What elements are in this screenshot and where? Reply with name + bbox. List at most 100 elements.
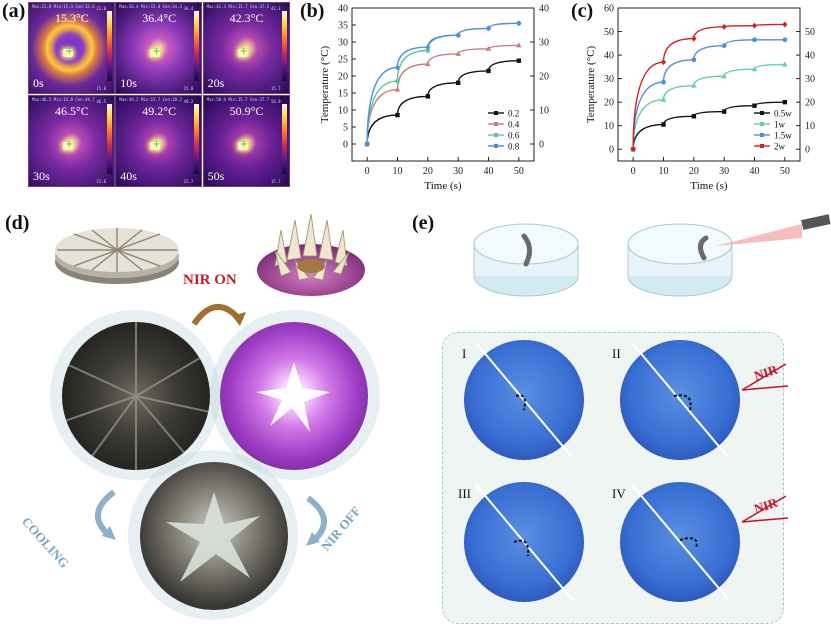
- x-tick-label: 40: [750, 166, 760, 177]
- scale-max-label: 42.3: [270, 6, 281, 11]
- scale-max-label: 49.2: [183, 99, 194, 104]
- data-point: [485, 45, 492, 51]
- hotspot: [237, 142, 248, 150]
- scale-min-label: 15.7: [270, 178, 281, 184]
- thermal-tile: + Max:36.4 Min:15.0 Cen:34.3 36.4 15.0 36.4°…: [115, 2, 203, 94]
- thermal-readout: Max:21.0 Min:15.3 Cen:15.6: [32, 4, 95, 9]
- max-temperature-label: 49.2°C: [142, 104, 177, 118]
- y-right-tick-label: 40: [805, 51, 815, 62]
- crosshair-icon: +: [239, 46, 248, 57]
- cooling-text: COOLING: [18, 514, 73, 571]
- data-point: [394, 86, 401, 92]
- hotspot: [150, 142, 161, 150]
- y-tick-label: 30: [604, 74, 614, 85]
- thermal-tile: + Max:50.9 Min:15.7 Cen:37.7 50.9 15.7 50.9°…: [202, 95, 290, 187]
- color-scale-bar: [107, 104, 112, 174]
- nir-on-arrow: [191, 303, 246, 326]
- data-point: [516, 58, 522, 63]
- legend-label: 1.5w: [774, 131, 792, 141]
- data-point: [455, 32, 461, 39]
- y-tick-label: 20: [604, 98, 614, 109]
- y-tick-label: 60: [604, 4, 614, 15]
- panel-d-label: (d): [5, 212, 30, 234]
- data-point: [425, 94, 431, 99]
- y-tick-label: 10: [338, 106, 348, 117]
- y-right-tick-label: 30: [805, 74, 815, 85]
- dish-photo-3: [464, 482, 584, 602]
- thermal-tile: + Max:46.5 Min:15.0 Cen:44.7 46.5 15.0 46.5°…: [28, 95, 115, 187]
- plot-frame: [351, 7, 535, 162]
- max-temperature-label: 50.9°C: [229, 104, 264, 118]
- legend-marker: [494, 144, 498, 148]
- hotspot: [150, 49, 161, 57]
- petri-dish-scene: I II III IV NIR NIR: [418, 210, 831, 628]
- data-point: [455, 50, 461, 56]
- data-point: [721, 43, 727, 49]
- dish-illustration-right: [627, 214, 831, 297]
- flat-disc-illustration: [55, 228, 179, 284]
- data-point: [782, 37, 788, 43]
- data-point: [721, 23, 727, 30]
- panel-c-label: (c): [571, 0, 594, 22]
- data-point: [425, 61, 431, 67]
- legend-marker: [760, 111, 764, 115]
- color-scale-bar: [281, 11, 287, 81]
- series-line: [632, 39, 785, 150]
- color-scale-bar: [107, 11, 112, 81]
- scale-max-label: 46.5: [96, 99, 106, 104]
- series-line: [632, 23, 785, 150]
- nir-on-text: NIR ON: [183, 272, 237, 288]
- y-tick-label: 30: [338, 38, 348, 49]
- data-point: [425, 48, 431, 53]
- nir-beam-marker-top: [741, 363, 789, 391]
- data-point: [691, 57, 697, 63]
- y-right-tick-label: 0: [805, 145, 810, 156]
- thermal-readout: Max:42.3 Min:15.7 Cen:37.5: [206, 4, 270, 9]
- scale-max-label: 21.0: [96, 6, 106, 11]
- y-right-tick-label: 50: [805, 27, 815, 38]
- thermal-readout: Max:36.4 Min:15.0 Cen:34.3: [119, 4, 182, 9]
- x-tick-label: 0: [365, 166, 370, 177]
- scale-max-label: 50.9: [270, 99, 281, 104]
- dish-label-4: IV: [612, 486, 626, 501]
- time-label: 40s: [120, 169, 137, 183]
- data-point: [782, 99, 788, 105]
- dish-label-3: III: [458, 486, 471, 501]
- y-tick-label: 15: [338, 89, 348, 100]
- legend-label: 0.8: [508, 142, 520, 152]
- data-point: [516, 20, 522, 27]
- data-point: [691, 35, 697, 42]
- dish-photo-4: [620, 482, 740, 602]
- data-point: [661, 79, 666, 85]
- thermal-image-grid: + Max:21.0 Min:15.3 Cen:15.6 21.0 15.8 15.3°…: [28, 2, 290, 188]
- nir-off-arrow: [306, 495, 327, 546]
- y-right-tick-label: 30: [539, 38, 549, 49]
- x-tick-label: 30: [453, 166, 463, 177]
- chart-b: 0 10 20 30 40 50 0 5 10 15 20 25 30 35 40 0 10 20 30 40 Time…: [319, 4, 549, 193]
- dish-label-1: I: [462, 346, 467, 361]
- x-tick-label: 30: [719, 166, 729, 177]
- data-point: [691, 114, 697, 119]
- scale-min-label: 15.7: [270, 85, 281, 91]
- hotspot: [63, 49, 73, 57]
- panel-a-label: (a): [2, 0, 26, 22]
- dish-illustration-left: [473, 223, 579, 297]
- legend-label: 2w: [774, 142, 786, 152]
- scale-min-label: 15.7: [183, 178, 194, 184]
- legend-marker: [494, 111, 498, 115]
- x-tick-label: 50: [514, 166, 524, 177]
- data-point: [691, 82, 697, 88]
- dish-photo-1: [464, 340, 584, 460]
- data-point: [782, 21, 788, 28]
- time-label: 20s: [207, 76, 225, 90]
- data-point: [485, 25, 492, 32]
- scale-max-label: 36.4: [183, 6, 194, 11]
- y-right-tick-label: 0: [539, 140, 544, 151]
- y-tick-label: 35: [338, 21, 348, 32]
- thermal-readout: Max:46.5 Min:15.0 Cen:44.7: [32, 97, 95, 102]
- data-point: [455, 80, 461, 85]
- x-tick-label: 20: [689, 166, 699, 177]
- data-point: [660, 59, 667, 66]
- y-right-tick-label: 40: [539, 4, 549, 15]
- legend-marker: [760, 122, 764, 126]
